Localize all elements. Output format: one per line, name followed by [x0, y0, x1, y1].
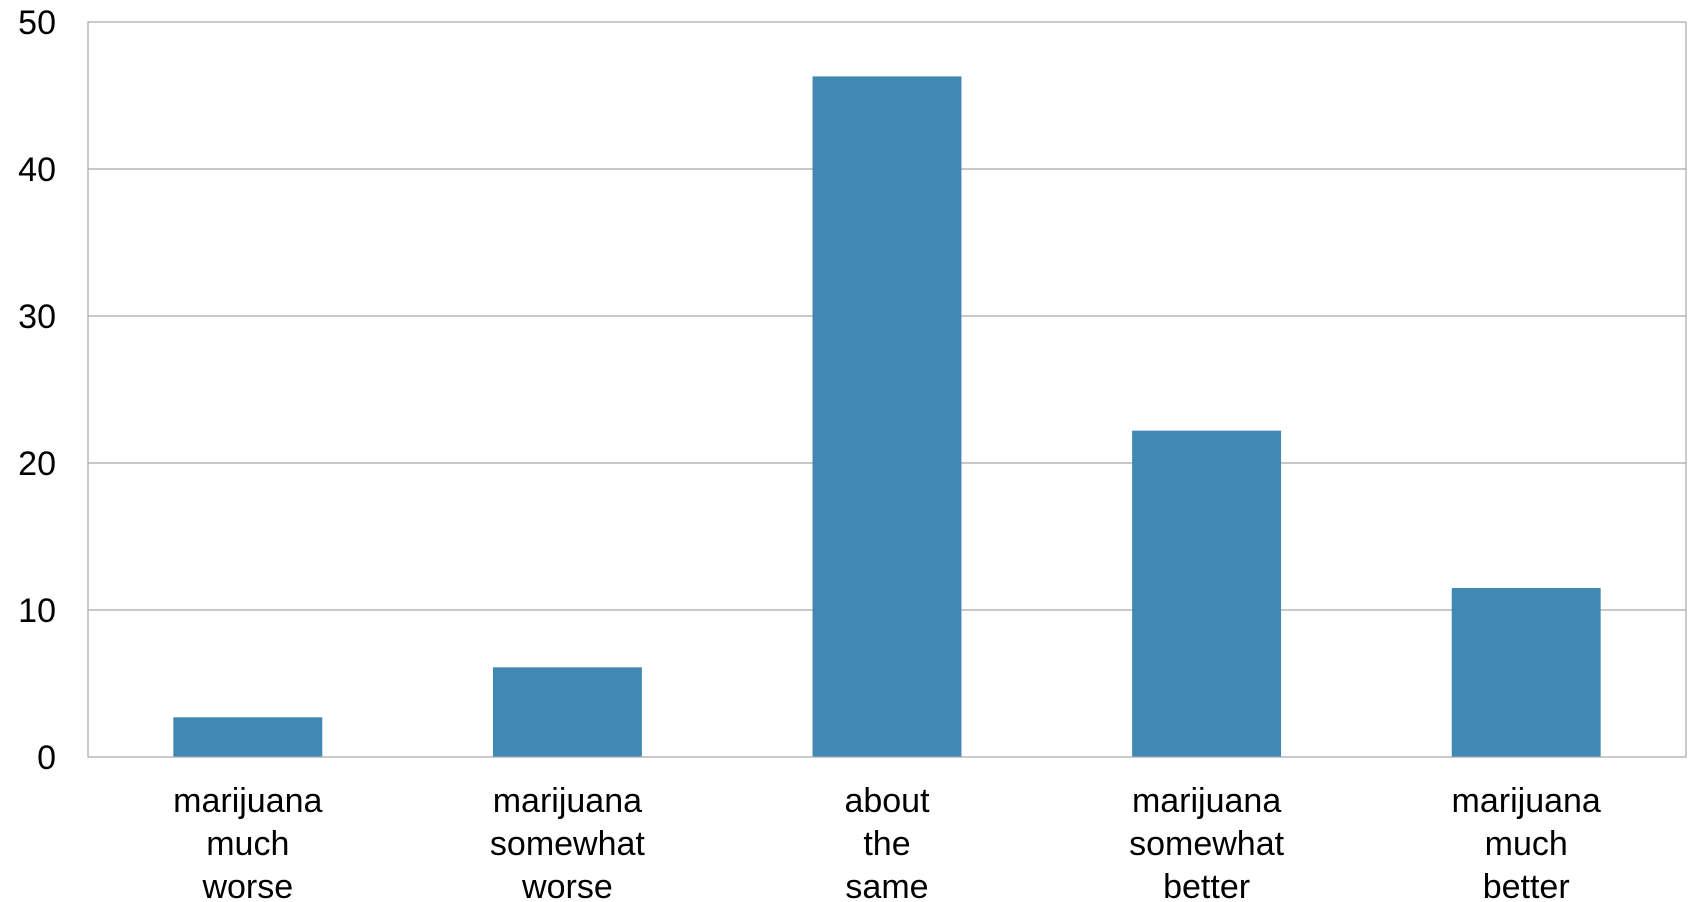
x-category-label: marijuana much better — [1452, 782, 1601, 902]
bars — [173, 76, 1601, 757]
x-category-label-line: about — [844, 782, 930, 820]
x-category-label-line: worse — [521, 868, 613, 902]
y-axis-tick-labels: 0 10 20 30 40 50 — [18, 4, 56, 777]
x-category-label-line: marijuana — [1452, 782, 1601, 820]
x-category-label-line: somewhat — [490, 825, 646, 863]
bar — [173, 717, 323, 757]
bar — [1132, 430, 1282, 757]
x-category-label-line: better — [1163, 868, 1250, 902]
y-tick-label: 10 — [18, 592, 56, 630]
y-tick-label: 40 — [18, 151, 56, 189]
y-tick-label: 30 — [18, 298, 56, 336]
x-category-label-line: marijuana — [1132, 782, 1281, 820]
x-category-label-line: better — [1483, 868, 1570, 902]
x-category-label-line: marijuana — [173, 782, 322, 820]
y-tick-label: 20 — [18, 445, 56, 483]
plot-frame — [87, 21, 1687, 758]
x-category-label: about the same — [844, 782, 930, 902]
x-axis-category-labels: marijuana much worse marijuana somewhat worse… — [173, 782, 1601, 902]
bar — [1451, 587, 1601, 757]
x-category-label-line: marijuana — [493, 782, 642, 820]
x-category-label-line: the — [863, 825, 910, 863]
bar — [812, 76, 962, 757]
bar — [492, 667, 642, 757]
x-category-label: marijuana somewhat worse — [490, 782, 646, 902]
x-category-label-line: somewhat — [1129, 825, 1285, 863]
x-category-label-line: much — [1485, 825, 1568, 863]
x-category-label: marijuana much worse — [173, 782, 322, 902]
y-tick-label: 0 — [37, 739, 56, 777]
x-category-label-line: same — [845, 868, 928, 902]
x-category-label-line: worse — [201, 868, 293, 902]
x-category-label: marijuana somewhat better — [1129, 782, 1285, 902]
y-tick-label: 50 — [18, 4, 56, 42]
x-category-label-line: much — [206, 825, 289, 863]
